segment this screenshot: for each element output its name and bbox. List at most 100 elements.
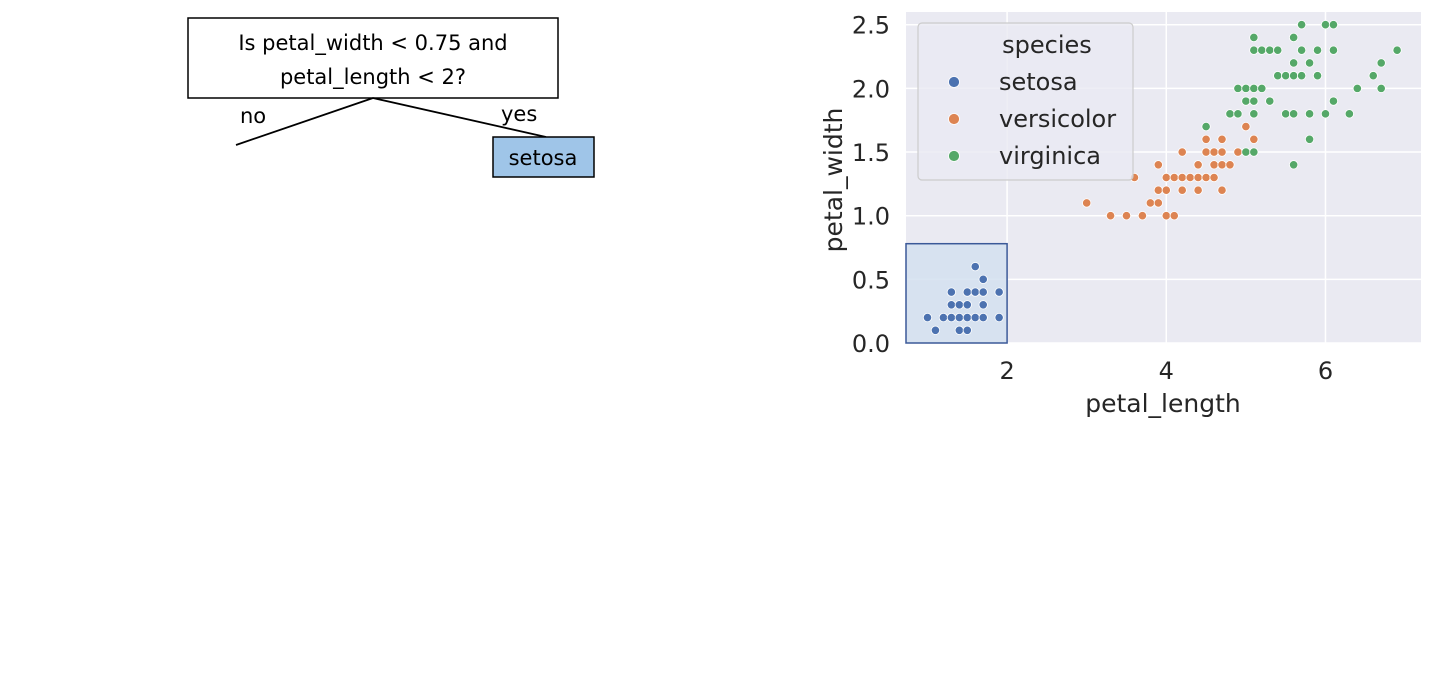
point-setosa bbox=[946, 287, 956, 297]
point-virginica bbox=[1241, 147, 1251, 157]
y-tick-label: 2.5 bbox=[852, 12, 890, 40]
decision-tree: Is petal_width < 0.75 and petal_length <… bbox=[187, 17, 595, 178]
point-virginica bbox=[1344, 109, 1354, 119]
legend-label-setosa: setosa bbox=[999, 68, 1078, 96]
point-virginica bbox=[1257, 83, 1267, 93]
point-versicolor bbox=[1233, 147, 1243, 157]
point-versicolor bbox=[1217, 147, 1227, 157]
setosa-leaf-node bbox=[492, 136, 595, 178]
yes-branch-line bbox=[372, 97, 547, 138]
point-setosa bbox=[954, 325, 964, 335]
point-virginica bbox=[1281, 71, 1291, 81]
yes-label: yes bbox=[501, 102, 537, 126]
point-setosa bbox=[954, 300, 964, 310]
point-setosa bbox=[970, 287, 980, 297]
point-virginica bbox=[1273, 71, 1283, 81]
legend-marker-virginica bbox=[948, 150, 960, 162]
point-setosa bbox=[970, 312, 980, 323]
point-versicolor bbox=[1193, 172, 1203, 183]
point-versicolor bbox=[1169, 172, 1179, 183]
point-virginica bbox=[1368, 71, 1378, 81]
point-setosa bbox=[994, 312, 1004, 323]
point-virginica bbox=[1304, 109, 1315, 119]
legend-label-virginica: virginica bbox=[999, 142, 1101, 170]
point-versicolor bbox=[1193, 185, 1203, 195]
point-virginica bbox=[1376, 83, 1386, 93]
point-setosa bbox=[978, 312, 988, 323]
y-tick-label: 0.5 bbox=[852, 266, 890, 294]
highlight-box bbox=[905, 242, 1008, 344]
point-versicolor bbox=[1217, 160, 1227, 170]
legend-title: species bbox=[1002, 31, 1092, 59]
point-virginica bbox=[1249, 83, 1259, 93]
point-virginica bbox=[1289, 109, 1299, 119]
point-versicolor bbox=[1177, 147, 1187, 157]
x-axis-label: petal_length bbox=[1085, 389, 1241, 418]
point-versicolor bbox=[1161, 172, 1171, 183]
point-virginica bbox=[1249, 96, 1259, 106]
point-virginica bbox=[1233, 83, 1243, 93]
point-versicolor bbox=[1082, 198, 1092, 208]
point-virginica bbox=[1297, 71, 1307, 81]
point-virginica bbox=[1249, 109, 1259, 119]
no-branch-line bbox=[235, 97, 374, 146]
point-virginica bbox=[1265, 45, 1275, 55]
point-versicolor bbox=[1153, 160, 1163, 170]
point-setosa bbox=[922, 312, 933, 323]
point-versicolor bbox=[1201, 134, 1211, 144]
point-setosa bbox=[962, 312, 972, 323]
point-versicolor bbox=[1209, 160, 1219, 170]
point-virginica bbox=[1273, 45, 1283, 55]
legend-label-versicolor: versicolor bbox=[999, 105, 1116, 133]
point-versicolor bbox=[1201, 172, 1211, 183]
y-tick-label: 2.0 bbox=[852, 75, 890, 103]
point-virginica bbox=[1328, 20, 1339, 30]
point-setosa bbox=[962, 300, 972, 310]
question-line-2: petal_length < 2? bbox=[280, 65, 466, 90]
scatter-plot: 2 4 6 0.0 0.5 1.0 1.5 2.0 2.5 petal_length peta… bbox=[819, 12, 1421, 418]
setosa-highlight-region bbox=[905, 242, 1008, 344]
point-setosa bbox=[970, 262, 980, 272]
point-versicolor bbox=[1121, 211, 1132, 221]
point-versicolor bbox=[1153, 185, 1163, 195]
point-virginica bbox=[1304, 58, 1315, 68]
point-setosa bbox=[946, 300, 956, 310]
point-versicolor bbox=[1169, 211, 1179, 221]
point-setosa bbox=[930, 325, 941, 335]
point-versicolor bbox=[1137, 211, 1148, 221]
point-versicolor bbox=[1177, 172, 1187, 183]
no-label: no bbox=[240, 104, 266, 128]
point-versicolor bbox=[1209, 147, 1219, 157]
point-setosa bbox=[938, 312, 949, 323]
legend-box bbox=[917, 22, 1134, 181]
point-virginica bbox=[1257, 45, 1267, 55]
y-tick-labels: 0.0 0.5 1.0 1.5 2.0 2.5 bbox=[852, 12, 890, 358]
point-versicolor bbox=[1193, 160, 1203, 170]
point-versicolor bbox=[1145, 198, 1155, 208]
legend-marker-versicolor bbox=[948, 113, 960, 125]
point-setosa bbox=[946, 312, 956, 323]
point-virginica bbox=[1297, 45, 1307, 55]
question-node bbox=[187, 17, 559, 99]
point-virginica bbox=[1249, 32, 1259, 43]
point-setosa bbox=[954, 312, 964, 323]
point-virginica bbox=[1225, 109, 1235, 119]
point-setosa bbox=[978, 300, 988, 310]
question-line-1: Is petal_width < 0.75 and bbox=[238, 31, 507, 56]
point-virginica bbox=[1241, 96, 1251, 106]
point-versicolor bbox=[1161, 211, 1171, 221]
point-versicolor bbox=[1217, 134, 1227, 144]
point-virginica bbox=[1241, 83, 1251, 93]
point-virginica bbox=[1289, 58, 1299, 68]
point-virginica bbox=[1265, 96, 1275, 106]
point-virginica bbox=[1249, 147, 1259, 157]
point-versicolor bbox=[1161, 185, 1171, 195]
point-virginica bbox=[1376, 58, 1386, 68]
point-virginica bbox=[1328, 45, 1339, 55]
point-virginica bbox=[1249, 45, 1259, 55]
point-versicolor bbox=[1225, 160, 1235, 170]
point-virginica bbox=[1304, 134, 1315, 144]
y-axis-label: petal_width bbox=[819, 108, 848, 253]
point-versicolor bbox=[1209, 172, 1219, 183]
point-versicolor bbox=[1185, 172, 1195, 183]
